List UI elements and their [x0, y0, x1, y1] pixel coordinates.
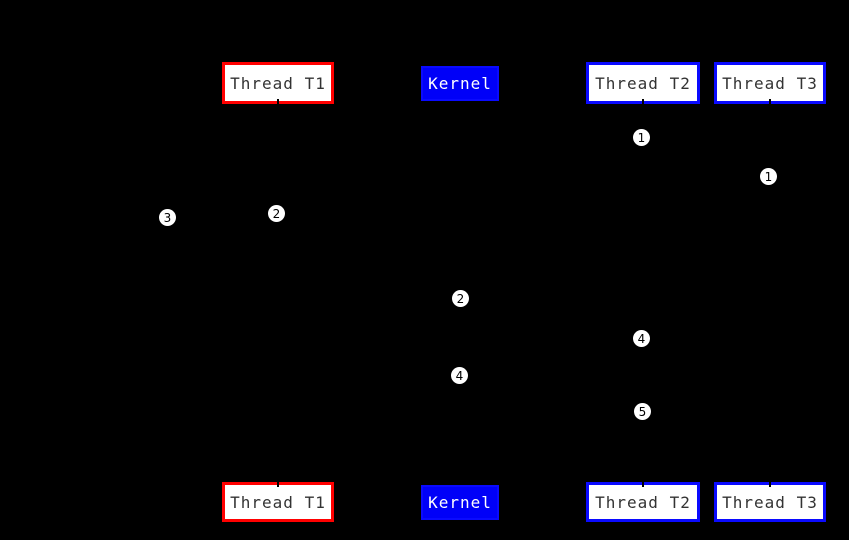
event-marker-1-thread-t3: 1 — [760, 168, 777, 185]
lifeline-thread-t2 — [642, 99, 644, 487]
actor-thread-t3-bottom: Thread T3 — [714, 482, 826, 522]
event-marker-5-thread-t2: 5 — [634, 403, 651, 420]
event-marker-1-thread-t2: 1 — [633, 129, 650, 146]
actor-kernel-top: Kernel — [421, 66, 499, 101]
actor-thread-t2-top: Thread T2 — [586, 62, 700, 104]
event-marker-2-thread-t1: 2 — [268, 205, 285, 222]
actor-thread-t1-bottom: Thread T1 — [222, 482, 334, 522]
event-marker-2-kernel: 2 — [452, 290, 469, 307]
event-marker-4-kernel: 4 — [451, 367, 468, 384]
lifeline-thread-t3 — [769, 99, 771, 487]
lifeline-thread-t1 — [277, 99, 279, 487]
actor-thread-t3-top: Thread T3 — [714, 62, 826, 104]
event-marker-3-left: 3 — [159, 209, 176, 226]
actor-thread-t2-bottom: Thread T2 — [586, 482, 700, 522]
actor-thread-t1-top: Thread T1 — [222, 62, 334, 104]
event-marker-4-thread-t2: 4 — [633, 330, 650, 347]
actor-kernel-bottom: Kernel — [421, 485, 499, 520]
